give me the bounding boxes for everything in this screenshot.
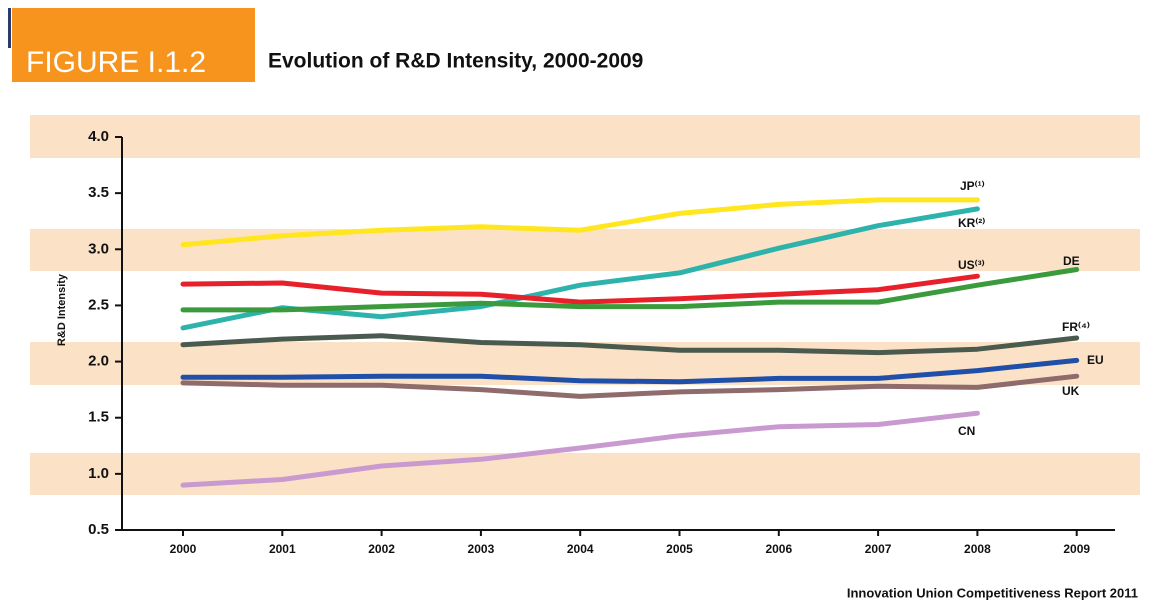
x-tick-label: 2000 [170, 542, 197, 556]
y-tick-label: 4.0 [88, 128, 109, 145]
y-tick-label: 2.5 [88, 296, 109, 313]
series-label: CN [958, 424, 975, 438]
x-tick-label: 2007 [865, 542, 892, 556]
series-label: UK [1062, 384, 1080, 398]
series-label: DE [1063, 254, 1080, 268]
series-label: FR⁽⁴⁾ [1062, 320, 1090, 334]
header-rule [8, 8, 11, 48]
x-tick-label: 2001 [269, 542, 296, 556]
y-tick-label: 1.5 [88, 409, 109, 426]
series-line [180, 333, 1080, 356]
x-tick-label: 2003 [468, 542, 495, 556]
y-tick-label: 2.0 [88, 353, 109, 370]
band [30, 453, 1140, 495]
chart-title: Evolution of R&D Intensity, 2000-2009 [268, 50, 643, 73]
x-tick-label: 2006 [765, 542, 792, 556]
series-line [180, 410, 980, 488]
y-tick-label: 1.0 [88, 465, 109, 482]
y-axis-label: R&D Intensity [56, 273, 68, 346]
series-label: JP⁽¹⁾ [960, 179, 985, 193]
series-label: EU [1087, 353, 1104, 367]
x-tick-label: 2008 [964, 542, 991, 556]
band [30, 115, 1140, 158]
y-tick-label: 0.5 [88, 521, 109, 538]
x-tick-label: 2004 [567, 542, 594, 556]
series-line [180, 373, 1080, 399]
figure-number: FIGURE I.1.2 [26, 46, 206, 79]
series-line [180, 267, 1080, 313]
series-label: US⁽³⁾ [958, 258, 985, 272]
y-tick-label: 3.0 [88, 240, 109, 257]
figure-box [12, 8, 255, 82]
x-tick-label: 2002 [368, 542, 395, 556]
x-tick-label: 2005 [666, 542, 693, 556]
series-label: KR⁽²⁾ [958, 216, 985, 230]
series-line [180, 197, 980, 248]
source: Innovation Union Competitiveness Report … [847, 585, 1138, 600]
series-line [180, 357, 1080, 385]
band [30, 229, 1140, 271]
y-tick-label: 3.5 [88, 184, 109, 201]
series-line [180, 273, 980, 305]
x-tick-label: 2009 [1063, 542, 1090, 556]
